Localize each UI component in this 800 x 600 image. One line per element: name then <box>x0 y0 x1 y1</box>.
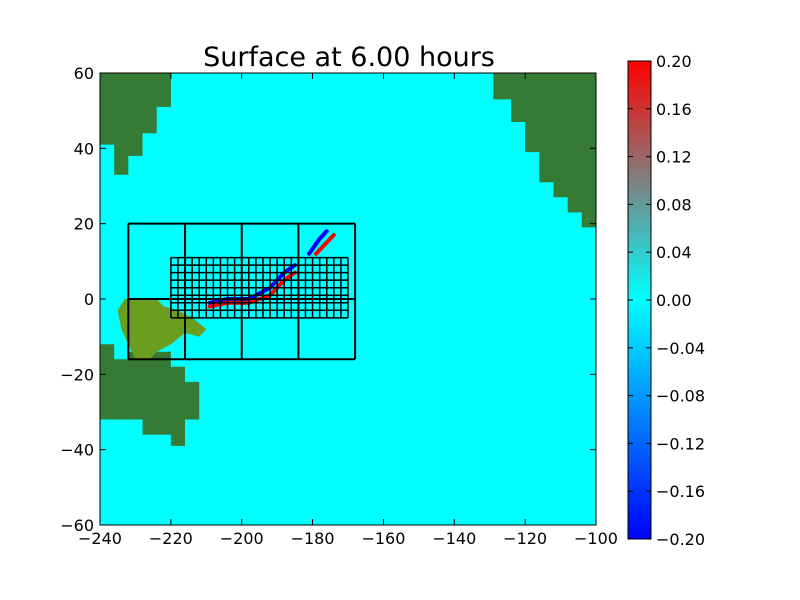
x-tick-label: −120 <box>503 529 547 548</box>
colorbar-tick-label: 0.00 <box>656 291 692 310</box>
y-tick-label: −60 <box>60 516 94 535</box>
x-tick-label: −180 <box>291 529 335 548</box>
colorbar-tick-label: −0.16 <box>656 482 705 501</box>
colorbar-ticks: 0.20 0.16 0.12 0.08 0.04 0.00 −0.04 −0.08 −0.12 −… <box>628 52 705 549</box>
land-asia <box>100 73 171 175</box>
y-tick-label: 0 <box>84 290 94 309</box>
plot-area <box>99 72 597 526</box>
land-layer <box>100 73 596 446</box>
refinement-grids <box>127 222 357 361</box>
colorbar-tick-label: 0.20 <box>656 52 692 71</box>
colorbar-tick-label: −0.12 <box>656 434 705 453</box>
colorbar-tick-label: 0.08 <box>656 195 692 214</box>
y-tick-label: 40 <box>74 139 94 158</box>
y-tick-label: 60 <box>74 64 94 83</box>
x-tick-label: −240 <box>78 529 122 548</box>
wave-front-red-upper <box>314 233 336 256</box>
x-tick-label: −140 <box>432 529 476 548</box>
colorbar-tick-label: 0.04 <box>656 243 692 262</box>
x-axis: −240 −220 −200 −180 −160 −140 −120 −100 <box>78 73 618 548</box>
chart-title: Surface at 6.00 hours <box>203 42 495 73</box>
colorbar-tick-label: 0.16 <box>656 100 692 119</box>
wave-front-blue-upper <box>307 229 329 256</box>
x-tick-label: −220 <box>149 529 193 548</box>
colorbar-tick-label: −0.04 <box>656 339 705 358</box>
x-tick-label: −160 <box>361 529 405 548</box>
y-tick-label: −20 <box>60 365 94 384</box>
y-axis: −60 −40 −20 0 20 40 60 <box>60 64 596 535</box>
colorbar: 0.20 0.16 0.12 0.08 0.04 0.00 −0.04 −0.08 −0.12 −… <box>627 52 705 549</box>
x-tick-label: −100 <box>574 529 618 548</box>
colorbar-tick-label: −0.20 <box>656 530 705 549</box>
land-north-america <box>493 73 596 228</box>
colorbar-tick-label: −0.08 <box>656 387 705 406</box>
land-australia <box>100 344 200 446</box>
y-tick-label: 20 <box>74 215 94 234</box>
y-tick-label: −40 <box>60 441 94 460</box>
colorbar-tick-label: 0.12 <box>656 148 692 167</box>
x-tick-label: −200 <box>220 529 264 548</box>
